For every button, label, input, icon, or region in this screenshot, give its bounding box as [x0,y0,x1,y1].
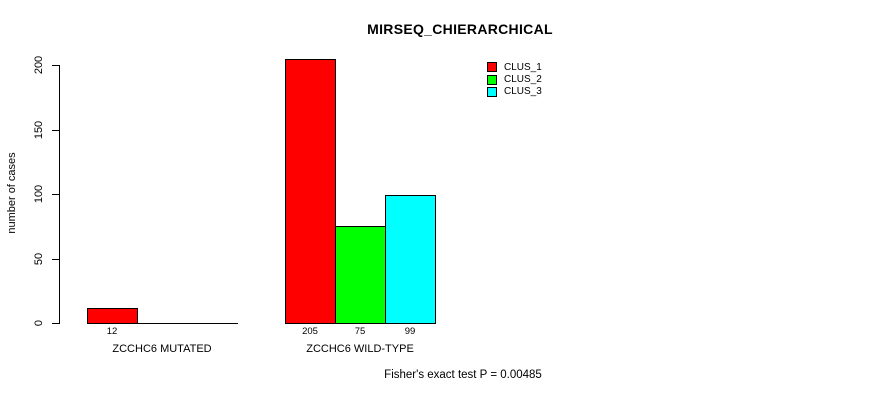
y-axis-line [59,65,60,324]
bar-clus_3-2 [385,195,436,324]
y-tick-label: 150 [33,120,45,140]
y-tick-mark [52,323,59,324]
y-tick-mark [52,65,59,66]
y-axis-title: number of cases [6,152,18,234]
x-category-label: ZCCHC6 MUTATED [112,342,212,355]
zero-bar-clus_3-1 [187,323,238,324]
y-tick-label: 200 [33,55,45,75]
bar-clus_1-2 [285,59,336,324]
bar-value-label: 99 [404,326,416,337]
y-tick-mark [52,130,59,131]
bar-clus_1-1 [87,308,138,324]
legend-label: CLUS_1 [504,61,542,73]
y-tick-label: 50 [33,252,45,266]
legend: CLUS_1 CLUS_2 CLUS_3 [487,61,542,98]
legend-row: CLUS_3 [487,86,542,98]
x-category-label: ZCCHC6 WILD-TYPE [306,342,414,355]
legend-label: CLUS_3 [504,86,542,98]
bar-value-label: 205 [302,326,318,337]
bar-value-label: 75 [354,326,366,337]
chart-title: MIRSEQ_CHIERARCHICAL [367,21,553,37]
legend-row: CLUS_2 [487,73,542,85]
y-tick-label: 100 [33,184,45,204]
y-tick-label: 0 [33,319,45,327]
zero-bar-clus_2-1 [137,323,188,324]
legend-label: CLUS_2 [504,74,542,86]
bar-clus_2-2 [335,226,386,324]
legend-swatch-icon [487,62,497,73]
legend-swatch-icon [487,74,497,85]
y-tick-mark [52,259,59,260]
legend-row: CLUS_1 [487,61,542,73]
annotation-pvalue: Fisher's exact test P = 0.00485 [384,369,542,381]
legend-swatch-icon [487,86,497,97]
bar-value-label: 12 [106,326,118,337]
y-tick-mark [52,194,59,195]
